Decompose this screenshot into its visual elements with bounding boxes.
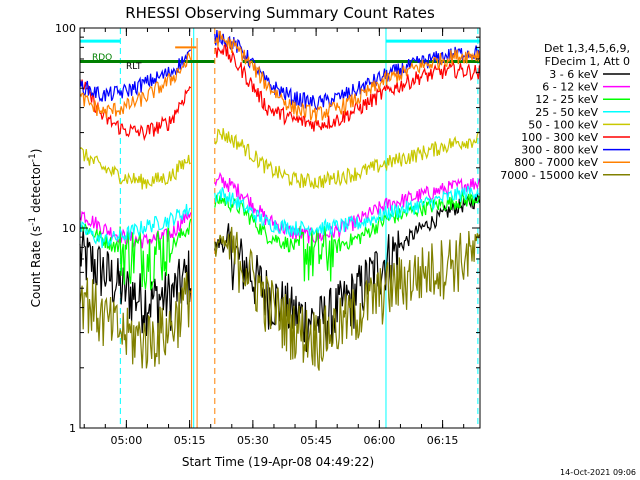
x-tick-label: 06:00 — [364, 434, 396, 447]
legend-label: 3 - 6 keV — [549, 68, 598, 81]
x-axis-label: Start Time (19-Apr-08 04:49:22) — [182, 455, 374, 469]
series-line-8 — [214, 226, 480, 371]
x-axis-ticks: 05:00 05:15 05:30 05:45 06:00 06:15 — [83, 28, 465, 447]
y-tick-label: 10 — [62, 222, 76, 235]
x-tick-label: 05:30 — [237, 434, 269, 447]
rlt-annotation: RLT — [126, 62, 142, 72]
y-axis-label: Count Rate (s-1 detector-1) — [28, 149, 43, 308]
series-line-6 — [79, 49, 191, 102]
series-line-7 — [214, 30, 480, 122]
legend-label: 7000 - 15000 keV — [500, 169, 598, 182]
y-tick-label: 100 — [55, 22, 76, 35]
x-tick-label: 05:45 — [300, 434, 332, 447]
series-line-3 — [79, 203, 191, 249]
legend-header-line1: Det 1,3,4,5,6,9, — [544, 42, 630, 55]
y-tick-label: 1 — [69, 422, 76, 435]
series-line-3 — [214, 185, 480, 238]
y-axis-ticks: 1 10 100 — [55, 22, 480, 435]
series-line-8 — [79, 271, 192, 369]
x-tick-label: 05:15 — [174, 434, 206, 447]
rdo-annotation: RDO — [92, 53, 112, 63]
series-layer — [79, 30, 480, 371]
series-line-4 — [214, 128, 480, 190]
series-line-4 — [79, 147, 191, 190]
legend-label: 300 - 800 keV — [521, 144, 598, 157]
chart-title: RHESSI Observing Summary Count Rates — [125, 4, 435, 22]
legend-label: 25 - 50 keV — [535, 106, 598, 119]
x-tick-label: 05:00 — [111, 434, 143, 447]
footer-timestamp: 14-Oct-2021 09:06 — [560, 468, 636, 477]
series-line-2 — [214, 191, 480, 282]
legend-label: 800 - 7000 keV — [514, 156, 598, 169]
series-line-7 — [79, 51, 192, 118]
x-tick-label: 06:15 — [427, 434, 459, 447]
series-line-0 — [79, 229, 192, 337]
legend-label: 50 - 100 keV — [528, 118, 598, 131]
legend-label: 6 - 12 keV — [542, 81, 598, 94]
legend-label: 12 - 25 keV — [535, 93, 598, 106]
series-line-5 — [214, 42, 480, 132]
legend-header-line2: FDecim 1, Att 0 — [545, 55, 630, 68]
legend-label: 100 - 300 keV — [521, 131, 598, 144]
